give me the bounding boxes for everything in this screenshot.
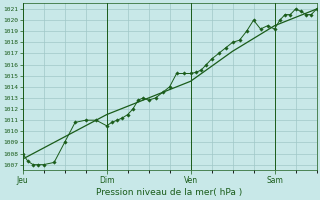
X-axis label: Pression niveau de la mer( hPa ): Pression niveau de la mer( hPa ) — [96, 188, 243, 197]
